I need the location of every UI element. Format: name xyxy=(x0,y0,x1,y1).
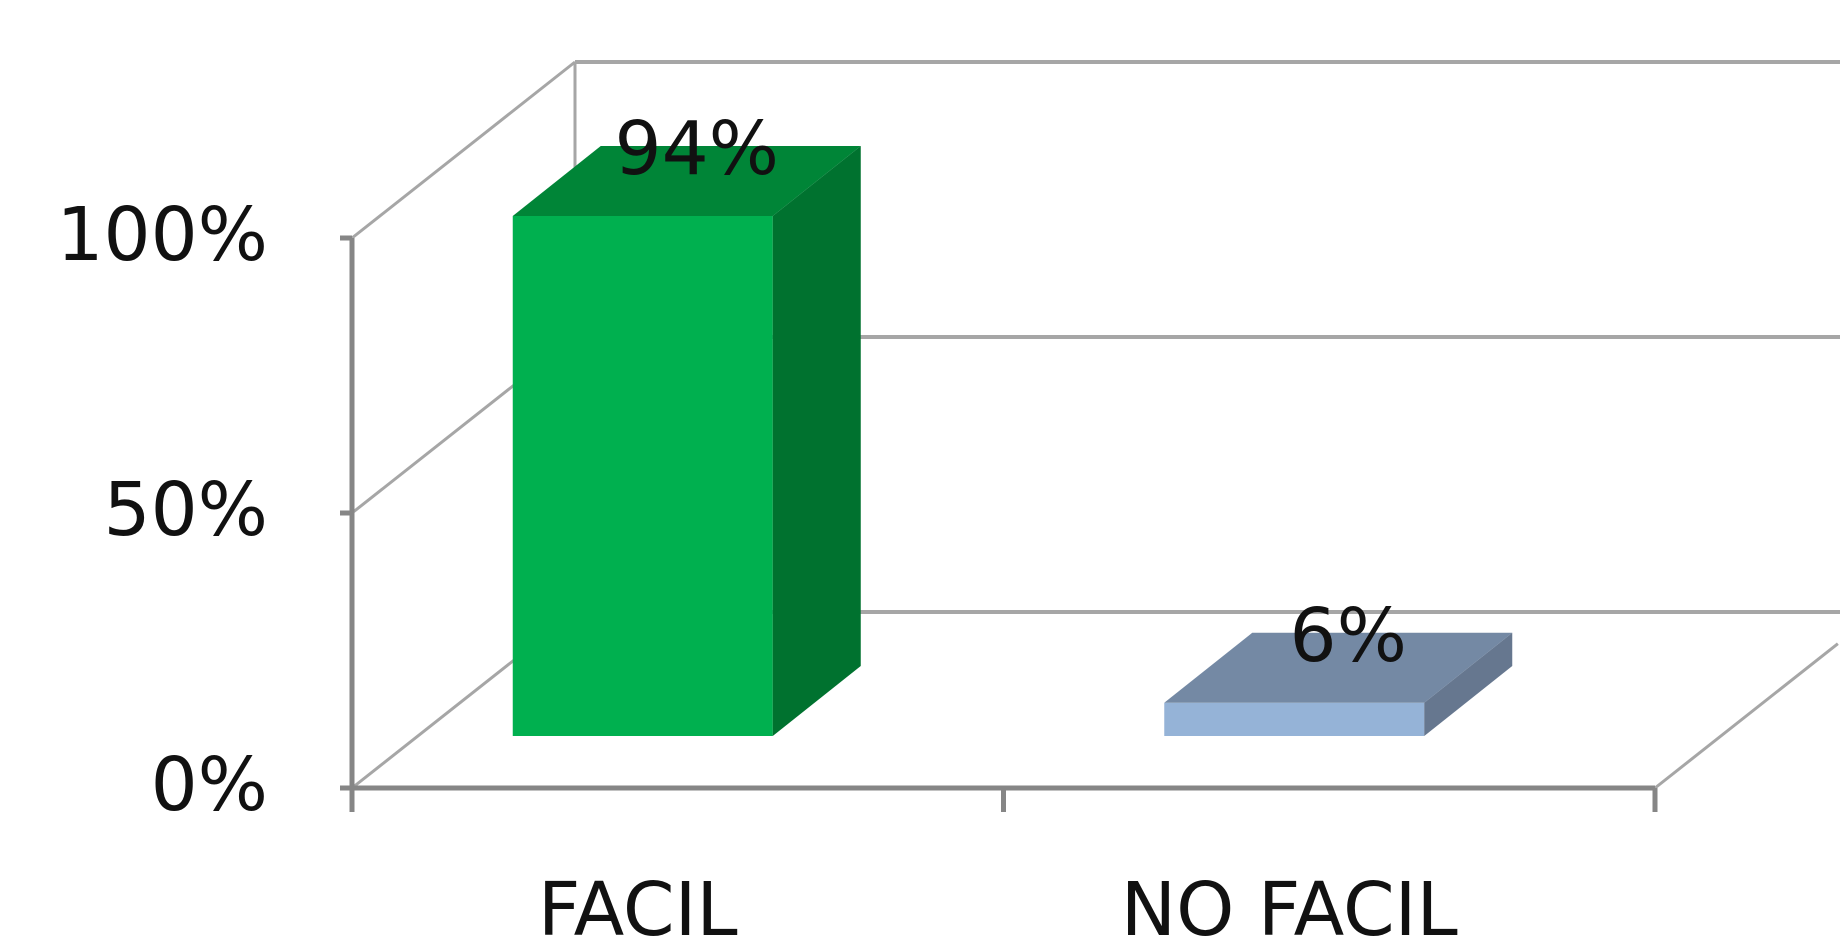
y-tick-label: 50% xyxy=(104,467,268,553)
bar-side xyxy=(1424,632,1513,736)
data-label: 94% xyxy=(615,106,779,192)
bar-front xyxy=(1164,702,1425,736)
bar-side xyxy=(772,146,861,736)
bar-top xyxy=(512,146,861,216)
category-label: NO FACIL xyxy=(1121,867,1458,940)
category-label: FACIL xyxy=(538,867,738,940)
y-tick-label: 0% xyxy=(151,742,268,828)
bar-top xyxy=(1164,632,1513,703)
bar-front xyxy=(512,216,773,736)
bar-layer xyxy=(512,146,1513,736)
gridline-side xyxy=(351,60,576,240)
data-label: 6% xyxy=(1290,593,1407,679)
axis-layer xyxy=(340,235,1658,812)
floor-right-edge xyxy=(1654,642,1839,790)
label-layer: 0% 50% 100% 94% FACIL 6% NO FACIL xyxy=(56,106,1457,940)
y-tick-label: 100% xyxy=(56,192,268,278)
